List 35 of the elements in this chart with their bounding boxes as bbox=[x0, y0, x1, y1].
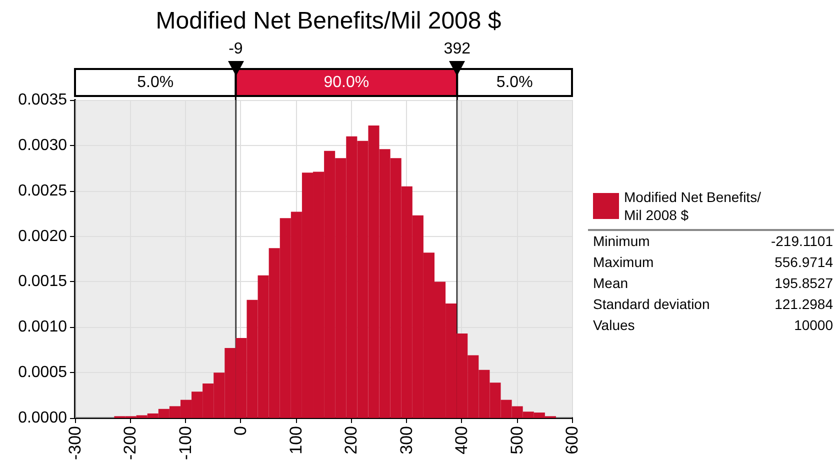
x-tick-label: 400 bbox=[452, 426, 472, 454]
y-tick-label: 0.0010 bbox=[18, 318, 68, 336]
band-label: 5.0% bbox=[496, 74, 533, 91]
text: Standard deviation bbox=[593, 296, 710, 312]
x-tick-label: -100 bbox=[176, 426, 195, 460]
text: 10000 bbox=[794, 317, 834, 333]
band-label: 5.0% bbox=[137, 74, 174, 91]
x-tick-label: -300 bbox=[66, 426, 84, 460]
text: Mean bbox=[593, 275, 628, 291]
x-tick-label: 200 bbox=[342, 426, 361, 454]
text: Minimum bbox=[593, 233, 650, 249]
text: Values bbox=[593, 317, 635, 333]
x-tick-label: 0 bbox=[231, 426, 250, 436]
y-tick-label: 0.0015 bbox=[18, 273, 68, 290]
text: 90.0% bbox=[324, 74, 370, 91]
text: 121.2984 bbox=[774, 296, 834, 312]
x-tick-label: 500 bbox=[507, 426, 526, 454]
legend-label: Modified Net Benefits/Mil 2008 $ bbox=[624, 189, 762, 223]
x-tick-label: 100 bbox=[286, 426, 306, 454]
text: 556.9714 bbox=[774, 254, 834, 270]
x-tick-label: 600 bbox=[562, 426, 582, 454]
chart-title: Modified Net Benefits/Mil 2008 $ bbox=[156, 8, 502, 34]
y-tick-label: 0.0030 bbox=[18, 136, 68, 154]
y-tick-label: 0.0020 bbox=[18, 228, 68, 245]
text: Maximum bbox=[593, 254, 654, 270]
y-tick-label: 0.0005 bbox=[18, 364, 68, 382]
x-tick-label: -200 bbox=[120, 426, 140, 460]
y-tick-label: 0.0000 bbox=[18, 410, 68, 426]
text: 195.8527 bbox=[774, 275, 834, 291]
y-tick-label: 0.0035 bbox=[18, 92, 68, 108]
x-tick-label: 300 bbox=[396, 426, 416, 454]
ref-line-label: 392 bbox=[444, 40, 471, 58]
y-tick-label: 0.0025 bbox=[18, 182, 68, 200]
ref-line-label: -9 bbox=[228, 40, 243, 58]
text: -219.1101 bbox=[770, 233, 834, 249]
